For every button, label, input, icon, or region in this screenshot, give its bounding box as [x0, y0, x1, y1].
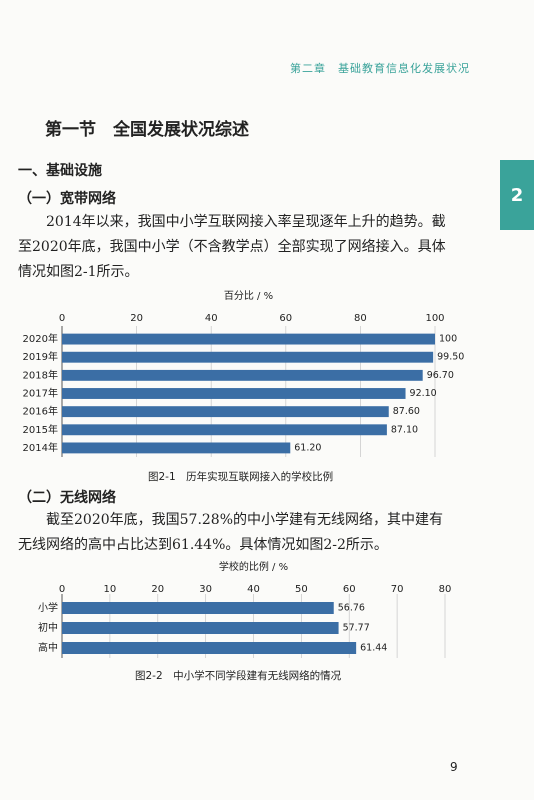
- part-title: （二）无线网络: [18, 490, 116, 506]
- data-label: 100: [439, 334, 457, 345]
- data-label: 99.50: [437, 352, 464, 363]
- bar: [62, 424, 387, 436]
- running-header: 第二章 基础教育信息化发展状况: [290, 62, 470, 75]
- caption: 图2-1 历年实现互联网接入的学校比例: [148, 470, 333, 483]
- subsection-title: 一、基础设施: [18, 163, 102, 179]
- x-tick-label: 40: [205, 313, 218, 324]
- x-tick-label: 50: [295, 584, 308, 595]
- x-tick-label: 70: [391, 584, 404, 595]
- x-tick-label: 0: [59, 313, 65, 324]
- y-tick-label: 2018年: [23, 368, 58, 381]
- x-tick-label: 10: [104, 584, 117, 595]
- axis-label: 学校的比例 / %: [219, 560, 288, 573]
- page-number: 9: [450, 760, 458, 774]
- y-tick-label: 2019年: [23, 350, 58, 363]
- bar: [62, 602, 334, 614]
- x-tick-label: 100: [425, 313, 444, 324]
- bar: [62, 351, 434, 363]
- bar: [62, 406, 389, 418]
- axis-label: 百分比 / %: [224, 290, 273, 302]
- y-tick-label: 2014年: [23, 441, 58, 454]
- bar: [62, 388, 406, 399]
- y-tick-label: 2020年: [23, 332, 58, 345]
- x-tick-label: 60: [343, 584, 356, 595]
- y-tick-label: 2017年: [23, 387, 58, 400]
- y-tick-label: 小学: [38, 601, 58, 614]
- data-label: 87.10: [391, 424, 418, 435]
- data-label: 56.76: [338, 603, 365, 614]
- data-label: 96.70: [427, 370, 454, 381]
- x-tick-label: 40: [247, 584, 260, 595]
- bar: [62, 333, 435, 345]
- bar: [62, 622, 339, 634]
- y-tick-label: 初中: [38, 621, 58, 634]
- x-tick-label: 80: [354, 313, 367, 324]
- data-label: 61.44: [360, 643, 387, 654]
- x-tick-label: 60: [279, 313, 292, 324]
- bar: [62, 442, 291, 454]
- x-tick-label: 20: [130, 313, 143, 324]
- y-tick-label: 高中: [38, 641, 58, 654]
- x-tick-label: 80: [439, 584, 452, 595]
- chapter-tab: 2: [500, 160, 534, 230]
- paragraph: 2014年以来，我国中小学互联网接入率呈现逐年上升的趋势。截至2020年底，我国…: [18, 214, 446, 280]
- paragraph: 截至2020年底，我国57.28%的中小学建有无线网络，其中建有无线网络的高中占…: [18, 512, 444, 553]
- x-tick-label: 20: [151, 584, 164, 595]
- bar: [62, 369, 423, 381]
- section-title: 第一节 全国发展状况综述: [45, 120, 249, 140]
- data-label: 57.77: [343, 623, 370, 634]
- data-label: 92.10: [410, 388, 437, 399]
- caption: 图2-2 中小学不同学段建有无线网络的情况: [135, 669, 342, 682]
- y-tick-label: 2016年: [23, 405, 58, 418]
- data-label: 61.20: [294, 442, 321, 453]
- x-tick-label: 30: [199, 584, 212, 595]
- x-tick-label: 0: [59, 584, 65, 595]
- data-label: 87.60: [393, 406, 420, 417]
- bar: [62, 642, 357, 654]
- y-tick-label: 2015年: [23, 423, 58, 436]
- part-title: （一）宽带网络: [18, 191, 116, 207]
